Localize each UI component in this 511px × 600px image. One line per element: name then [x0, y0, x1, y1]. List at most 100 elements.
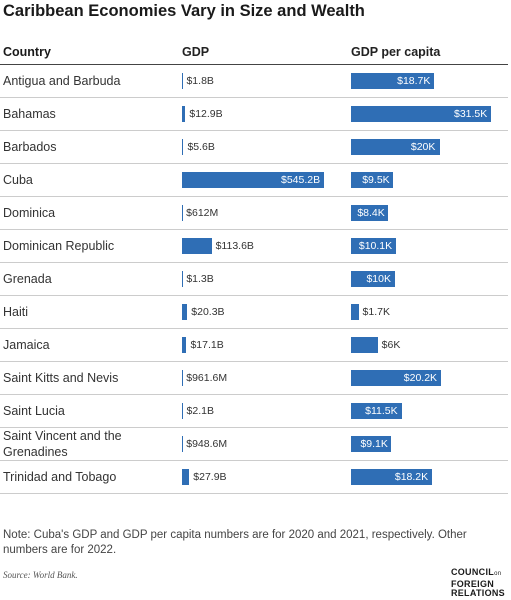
bar [351, 271, 396, 287]
category-label: Saint Kitts and Nevis [3, 371, 119, 385]
bar [351, 238, 396, 254]
bar [182, 106, 186, 122]
value-label: $20K [410, 141, 436, 153]
bar [351, 172, 394, 188]
value-label: $18.7K [397, 75, 431, 87]
row: Bahamas $12.9B $31.5K [0, 98, 508, 131]
bar-cell: $9.5K [349, 172, 508, 188]
value-label: $113.6B [215, 240, 254, 252]
value-label: $9.1K [360, 438, 388, 450]
value-label: $10.1K [358, 240, 393, 252]
logo: COUNCILon FOREIGN RELATIONS [450, 567, 505, 599]
value-label: $10K [366, 273, 391, 285]
bar-cell: $18.2K [349, 469, 508, 485]
bar-cell: $948.6M [180, 436, 349, 452]
value-label: $948.6M [186, 438, 228, 450]
bar-cell: $11.5K [349, 403, 508, 419]
row: Dominican Republic $113.6B $10.1K [0, 230, 508, 263]
chart-title: Caribbean Economies Vary in Size and Wea… [3, 2, 365, 20]
row: Antigua and Barbuda $1.8B $18.7K [0, 65, 508, 98]
value-label: $27.9B [193, 471, 227, 483]
value-label: $18.2K [394, 471, 429, 483]
logo-text: COUNCIL [450, 567, 495, 577]
bar [351, 106, 491, 122]
bar [351, 337, 378, 353]
bar-cell: $20.2K [349, 370, 508, 386]
bar-cell: $10.1K [349, 238, 508, 254]
bar-cell: $27.9B [180, 469, 349, 485]
row: Barbados $5.6B $20K [0, 131, 508, 164]
bar [182, 403, 183, 419]
bar [351, 304, 359, 320]
bar [182, 139, 184, 155]
column-header: GDP per capita [351, 45, 441, 59]
value-label: $1.3B [186, 273, 214, 285]
value-label: $2.1B [186, 405, 214, 417]
row: Haiti $20.3B $1.7K [0, 296, 508, 329]
bar-cell: $612M [180, 205, 349, 221]
bar-cell: $545.2B [180, 172, 349, 188]
bar [182, 469, 190, 485]
category-label: Jamaica [3, 338, 50, 352]
category-label: Saint Lucia [3, 404, 65, 418]
source: Source: World Bank. [3, 570, 78, 580]
category-label: Antigua and Barbuda [3, 74, 121, 88]
value-label: $20.3B [191, 306, 225, 318]
value-label: $1.7K [362, 306, 390, 318]
category-label: Trinidad and Tobago [3, 470, 117, 484]
row: Jamaica $17.1B $6K [0, 329, 508, 362]
value-label: $9.5K [362, 174, 390, 186]
category-label: Saint Vincent and the Grenadines [3, 429, 122, 459]
row: Cuba $545.2B $9.5K [0, 164, 508, 197]
bar [351, 403, 403, 419]
row: Trinidad and Tobago $27.9B $18.2K [0, 461, 508, 494]
value-label: $545.2B [281, 174, 321, 186]
row: Dominica $612M $8.4K [0, 197, 508, 230]
value-label: $6K [381, 339, 401, 351]
value-label: $1.8B [186, 75, 214, 87]
bar [351, 205, 389, 221]
row: Saint Vincent and the Grenadines $948.6M $… [0, 428, 508, 461]
bar [351, 370, 441, 386]
row: Saint Lucia $2.1B $11.5K [0, 395, 508, 428]
bar-cell: $113.6B [180, 238, 349, 254]
value-label: $8.4K [357, 207, 385, 219]
bar-cell: $5.6B [180, 139, 349, 155]
bar [182, 304, 188, 320]
bar-cell: $31.5K [349, 106, 508, 122]
note: Note: Cuba's GDP and GDP per capita numb… [3, 529, 467, 556]
bar-cell: $20.3B [180, 304, 349, 320]
bar-cell: $1.7K [349, 304, 508, 320]
bar [182, 172, 324, 188]
value-label: $5.6B [187, 141, 215, 153]
value-label: $12.9B [189, 108, 223, 120]
category-label: Dominican Republic [3, 239, 115, 253]
bar-cell: $1.3B [180, 271, 349, 287]
bar-cell: $9.1K [349, 436, 508, 452]
bar-cell: $10K [349, 271, 508, 287]
value-label: $20.2K [403, 372, 438, 384]
bar [351, 469, 432, 485]
bar [351, 436, 392, 452]
bar [182, 238, 212, 254]
row: Grenada $1.3B $10K [0, 263, 508, 296]
category-label: Barbados [3, 140, 57, 154]
category-label: Grenada [3, 272, 52, 286]
bar-cell: $8.4K [349, 205, 508, 221]
bar-cell: $6K [349, 337, 508, 353]
bar-cell: $1.8B [180, 73, 349, 89]
logo-text: on [494, 571, 502, 577]
bar-cell: $18.7K [349, 73, 508, 89]
bar [351, 73, 435, 89]
row: Saint Kitts and Nevis $961.6M $20.2K [0, 362, 508, 395]
bar-cell: $961.6M [180, 370, 349, 386]
logo-text: FOREIGN [450, 578, 495, 589]
logo-text: RELATIONS [450, 588, 505, 598]
column-header: GDP [182, 45, 210, 59]
logo-text: COUNCILon [450, 567, 505, 580]
header-row: Country GDP GDP per capita [0, 40, 508, 65]
bar [182, 337, 187, 353]
bar-cell: $12.9B [180, 106, 349, 122]
bar-cell: $2.1B [180, 403, 349, 419]
